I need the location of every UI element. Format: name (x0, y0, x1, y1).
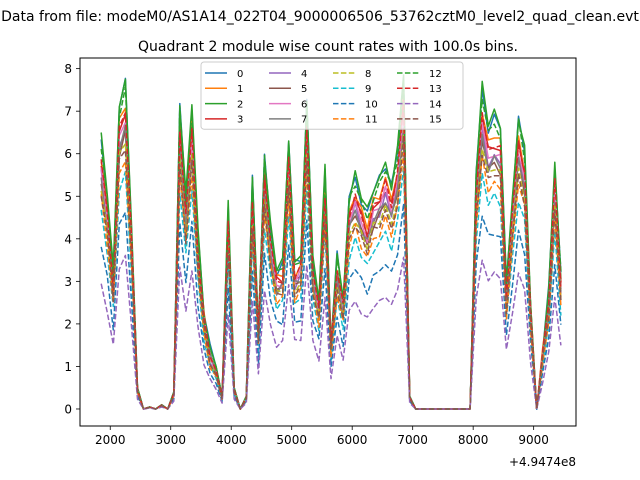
legend-frame (200, 61, 464, 130)
series-line-14 (100, 254, 562, 410)
y-tick-label: 0 (64, 402, 72, 416)
legend-label-6: 6 (301, 99, 307, 110)
legend-label-8: 8 (365, 69, 371, 80)
x-tick-label: 7000 (397, 433, 428, 447)
y-axis: 0 1 2 3 4 5 6 7 8 (64, 62, 80, 416)
legend-label-0: 0 (237, 69, 243, 80)
legend-label-15: 15 (429, 115, 442, 126)
legend-label-3: 3 (237, 115, 243, 126)
y-tick-label: 2 (64, 317, 72, 331)
y-tick-label: 3 (64, 275, 72, 289)
y-tick-label: 8 (64, 62, 72, 76)
plot-frame (79, 57, 577, 427)
legend-label-12: 12 (429, 69, 442, 80)
y-tick-label: 4 (64, 232, 72, 246)
legend-label-2: 2 (237, 99, 243, 110)
y-tick-label: 6 (64, 147, 72, 161)
legend-label-1: 1 (237, 84, 243, 95)
x-tick-label: 4000 (216, 433, 247, 447)
legend-label-13: 13 (429, 84, 442, 95)
x-tick-label: 2000 (95, 433, 126, 447)
legend-label-4: 4 (301, 69, 307, 80)
x-tick-label: 3000 (155, 433, 186, 447)
y-tick-label: 7 (64, 105, 72, 119)
y-tick-label: 1 (64, 360, 72, 374)
legend-label-14: 14 (429, 99, 442, 110)
legend-label-7: 7 (301, 115, 307, 126)
chart-title: Quadrant 2 module wise count rates with … (138, 39, 518, 55)
legend-label-9: 9 (365, 84, 371, 95)
series-line-8 (100, 129, 562, 410)
legend-label-10: 10 (365, 99, 378, 110)
legend-label-5: 5 (301, 84, 307, 95)
x-tick-label: 5000 (276, 433, 307, 447)
x-tick-label: 6000 (337, 433, 368, 447)
series-layer (100, 74, 562, 410)
series-line-15 (100, 135, 562, 410)
x-offset-label: +4.9474e8 (509, 455, 576, 469)
figure-suptitle: Data from file: modeM0/AS1A14_022T04_900… (1, 9, 639, 25)
legend-label-11: 11 (365, 115, 378, 126)
x-tick-label: 8000 (458, 433, 489, 447)
x-axis: 2000 3000 4000 5000 6000 7000 8000 9000 (95, 426, 549, 447)
y-tick-label: 5 (64, 190, 72, 204)
x-tick-label: 9000 (518, 433, 549, 447)
series-line-10 (100, 202, 562, 410)
